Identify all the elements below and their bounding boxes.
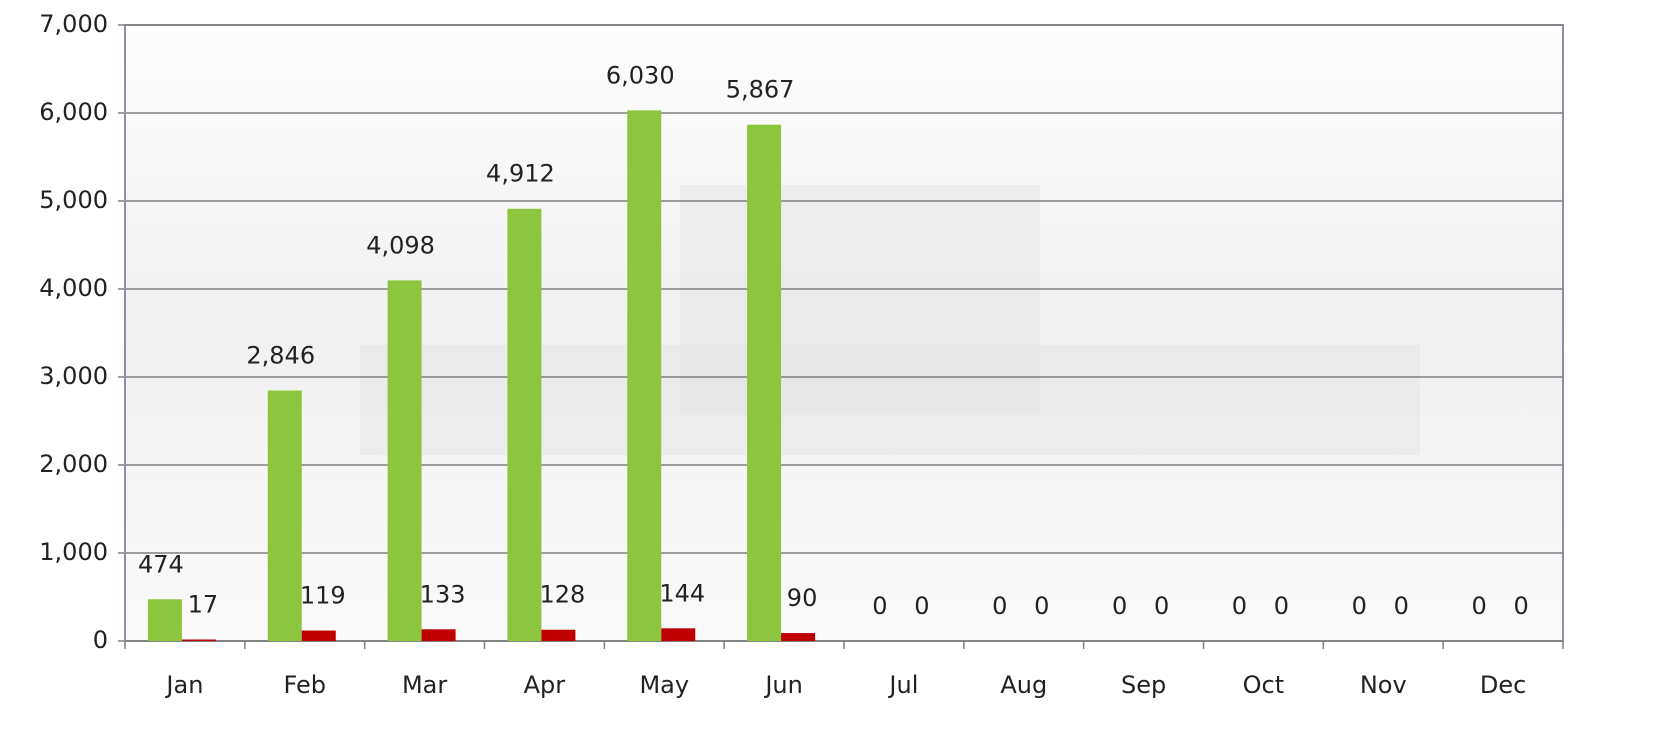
bar — [147, 599, 182, 641]
y-tick-label: 3,000 — [39, 362, 108, 390]
x-tick-label: Mar — [402, 671, 447, 699]
data-label: 474 — [138, 550, 184, 578]
y-tick-label: 4,000 — [39, 274, 108, 302]
data-label: 128 — [540, 581, 586, 609]
bar — [387, 280, 422, 641]
x-tick-label: Nov — [1360, 671, 1407, 699]
bar — [661, 628, 696, 641]
data-label: 4,098 — [366, 231, 435, 259]
x-tick-label: Dec — [1480, 671, 1526, 699]
y-tick-label: 7,000 — [39, 10, 108, 38]
y-tick-label: 0 — [93, 626, 108, 654]
data-label: 0 — [872, 592, 887, 620]
data-label: 0 — [914, 592, 929, 620]
x-tick-label: Jul — [887, 671, 918, 699]
data-label: 133 — [420, 580, 466, 608]
x-tick-label: Jun — [763, 671, 803, 699]
x-tick-label: Feb — [284, 671, 327, 699]
data-label: 6,030 — [606, 61, 675, 89]
y-tick-label: 5,000 — [39, 186, 108, 214]
x-tick-label: Sep — [1121, 671, 1166, 699]
data-label: 5,867 — [726, 76, 795, 104]
data-label: 119 — [300, 582, 346, 610]
bar — [267, 390, 302, 641]
data-label: 0 — [992, 592, 1007, 620]
data-label: 2,846 — [246, 342, 315, 370]
data-label: 0 — [1394, 592, 1409, 620]
x-tick-label: Jan — [164, 671, 203, 699]
bar — [301, 630, 336, 641]
bar — [421, 629, 456, 641]
bar — [747, 124, 782, 642]
bar — [541, 629, 576, 641]
bar — [507, 208, 542, 641]
data-label: 0 — [1112, 592, 1127, 620]
x-tick-label: Oct — [1243, 671, 1285, 699]
data-label: 0 — [1274, 592, 1289, 620]
data-label: 90 — [787, 584, 818, 612]
bar — [781, 633, 816, 641]
data-label: 0 — [1034, 592, 1049, 620]
bar — [627, 110, 662, 642]
data-label: 17 — [188, 591, 219, 619]
data-label: 0 — [1471, 592, 1486, 620]
data-label: 4,912 — [486, 160, 555, 188]
x-tick-label: Apr — [524, 671, 566, 699]
bar — [181, 639, 216, 641]
data-label: 0 — [1513, 592, 1528, 620]
y-tick-label: 1,000 — [39, 538, 108, 566]
y-tick-label: 2,000 — [39, 450, 108, 478]
y-tick-label: 6,000 — [39, 98, 108, 126]
data-label: 0 — [1352, 592, 1367, 620]
data-label: 0 — [1154, 592, 1169, 620]
x-tick-label: Aug — [1000, 671, 1047, 699]
x-tick-label: May — [639, 671, 689, 699]
data-label: 0 — [1232, 592, 1247, 620]
data-label: 144 — [659, 579, 705, 607]
